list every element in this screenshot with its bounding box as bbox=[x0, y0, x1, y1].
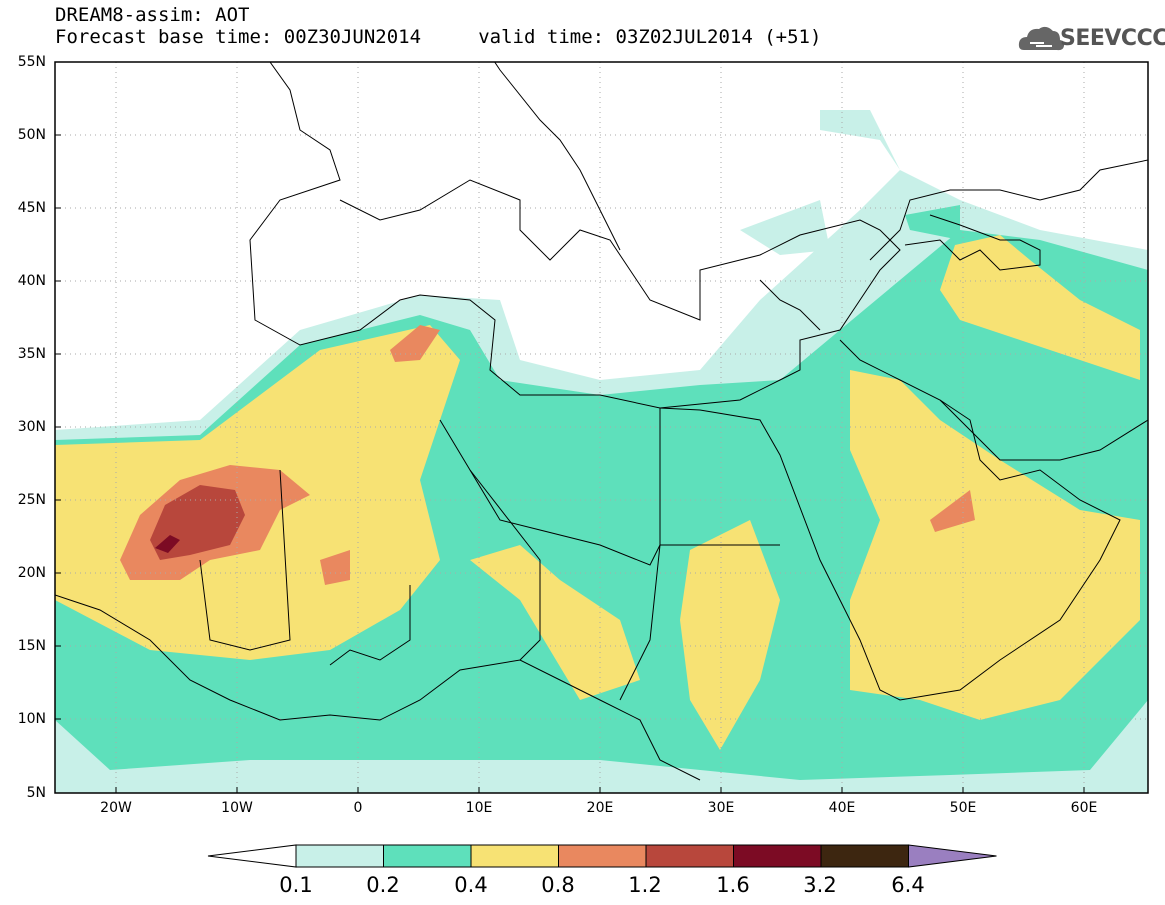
lon-tick-label: 60E bbox=[1070, 800, 1098, 816]
aot-contour-0.4 bbox=[680, 520, 780, 750]
aot-contour-0.8 bbox=[390, 325, 440, 362]
colorbar-label: 1.6 bbox=[716, 873, 750, 897]
aot-contour-0.4 bbox=[850, 370, 1140, 720]
lon-tick-label: 0 bbox=[353, 800, 363, 816]
lat-tick-label: 20N bbox=[17, 565, 46, 581]
lat-tick-label: 55N bbox=[17, 54, 46, 70]
lat-tick-label: 5N bbox=[26, 785, 46, 801]
lat-tick-label: 25N bbox=[17, 492, 46, 508]
colorbar-label: 3.2 bbox=[803, 873, 837, 897]
lat-tick-label: 35N bbox=[17, 346, 46, 362]
aot-contour-0.2 bbox=[905, 205, 960, 240]
colorbar-swatch bbox=[820, 844, 909, 868]
lon-tick-label: 10E bbox=[465, 800, 493, 816]
aot-contour-0.8 bbox=[930, 490, 975, 532]
colorbar-label: 0.1 bbox=[279, 873, 313, 897]
aot-contour-0.4 bbox=[470, 545, 640, 700]
lon-tick-label: 50E bbox=[949, 800, 977, 816]
colorbar-swatch bbox=[558, 844, 647, 868]
colorbar-swatch bbox=[733, 844, 822, 868]
aot-contour-0.8 bbox=[320, 550, 350, 585]
aot-contour-1.6 bbox=[155, 535, 180, 553]
coastlines bbox=[55, 62, 1148, 781]
aot-contour-0.4 bbox=[940, 235, 1140, 380]
colorbar-label: 0.2 bbox=[366, 873, 400, 897]
forecast-time-subtitle: Forecast base time: 00Z30JUN2014 valid t… bbox=[55, 26, 822, 48]
colorbar-swatch bbox=[383, 844, 472, 868]
lon-tick-label: 30E bbox=[707, 800, 735, 816]
colorbar-underflow-arrow bbox=[207, 844, 297, 868]
seevccc-logo: SEEVCCC bbox=[1060, 26, 1165, 51]
lat-tick-label: 30N bbox=[17, 419, 46, 435]
colorbar-swatch bbox=[470, 844, 559, 868]
colorbar-label: 0.8 bbox=[541, 873, 575, 897]
cloud-icon bbox=[1018, 26, 1065, 51]
colorbar-label: 1.2 bbox=[628, 873, 662, 897]
lat-tick-label: 40N bbox=[17, 273, 46, 289]
lat-tick-label: 10N bbox=[17, 711, 46, 727]
aot-contour-0.1 bbox=[740, 200, 830, 255]
lon-tick-label: 20W bbox=[100, 800, 132, 816]
chart-title: DREAM8-assim: AOT bbox=[55, 4, 250, 26]
lat-tick-label: 45N bbox=[17, 200, 46, 216]
lon-tick-label: 20E bbox=[586, 800, 614, 816]
lat-tick-label: 15N bbox=[17, 638, 46, 654]
colorbar bbox=[207, 844, 997, 868]
colorbar-overflow-arrow bbox=[908, 844, 997, 868]
lon-tick-label: 40E bbox=[828, 800, 856, 816]
lat-tick-label: 50N bbox=[17, 127, 46, 143]
colorbar-swatch bbox=[295, 844, 384, 868]
colorbar-label: 6.4 bbox=[891, 873, 925, 897]
colorbar-label: 0.4 bbox=[454, 873, 488, 897]
lon-tick-label: 10W bbox=[221, 800, 253, 816]
colorbar-swatch bbox=[645, 844, 734, 868]
